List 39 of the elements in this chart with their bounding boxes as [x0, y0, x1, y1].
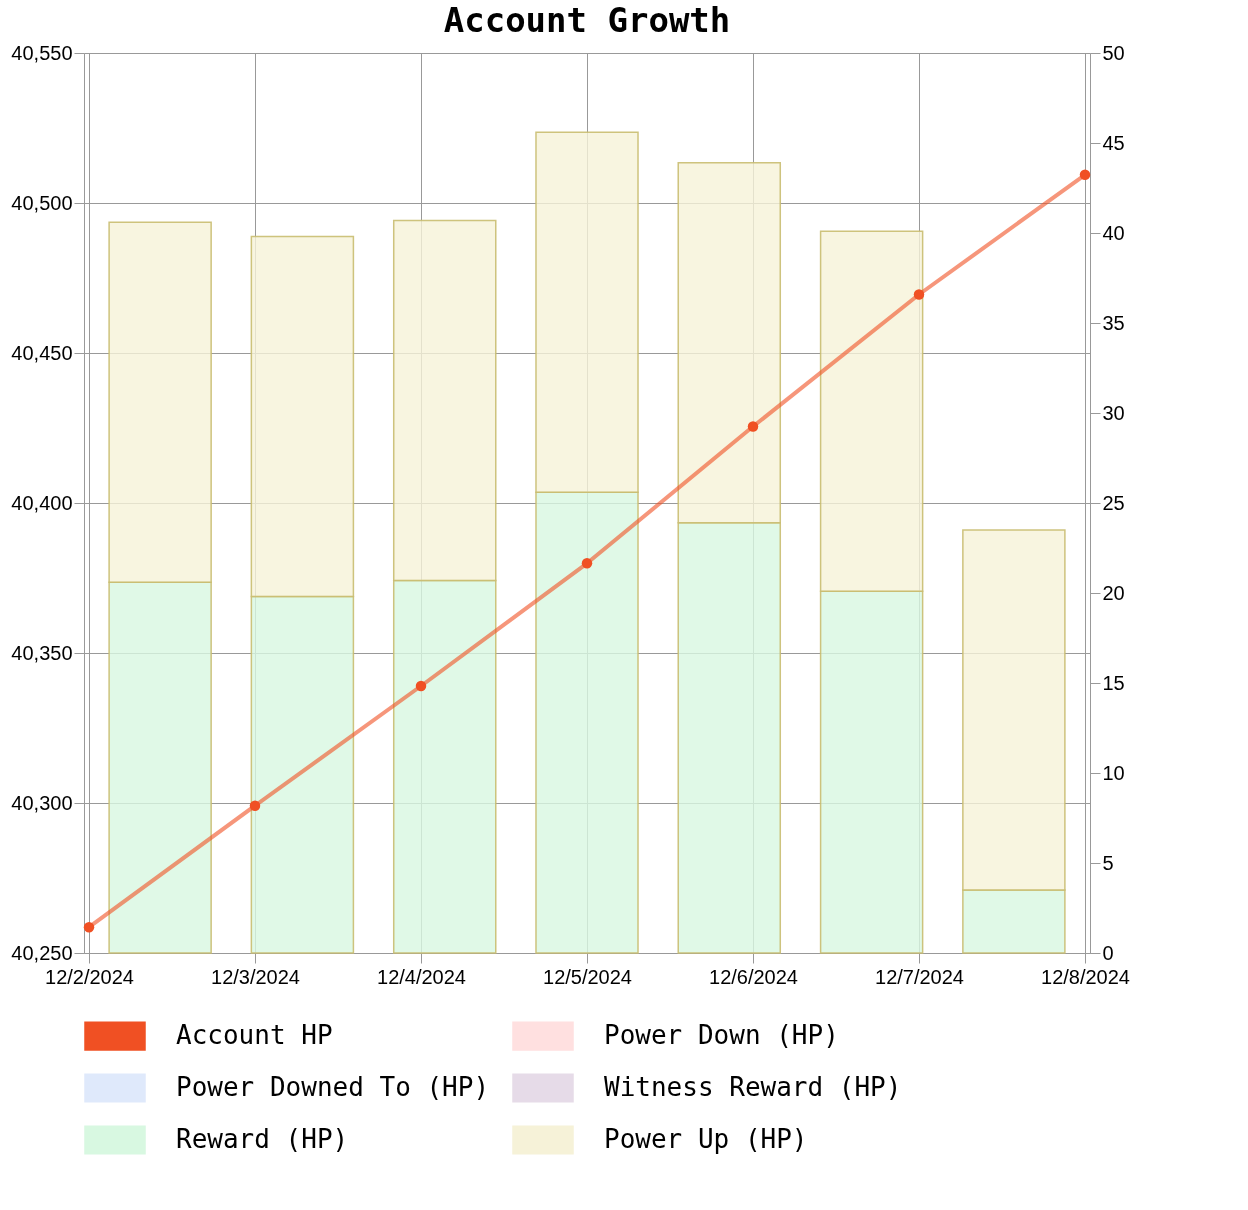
x-tick-label: 12/8/2024 — [1041, 965, 1130, 988]
legend-label: Account HP — [176, 1020, 333, 1051]
y2-tick-label: 30 — [1102, 401, 1125, 424]
y2-tick-label: 15 — [1102, 671, 1125, 694]
y2-tick-label: 0 — [1102, 941, 1114, 964]
y2-tick-label: 40 — [1102, 221, 1125, 244]
point — [83, 921, 95, 933]
x-tick-label: 12/2/2024 — [45, 965, 134, 988]
x-tick-label: 12/5/2024 — [543, 965, 632, 988]
y-tick-label: 40,400 — [11, 491, 73, 514]
y-tick-label: 40,250 — [11, 941, 73, 964]
point — [415, 680, 427, 692]
chart-title: Account Growth — [443, 0, 731, 40]
legend-label: Power Up (HP) — [604, 1124, 808, 1154]
legend-label: Power Down (HP) — [604, 1020, 839, 1051]
x-tick-label: 12/4/2024 — [377, 965, 466, 988]
y-tick-label: 40,500 — [11, 191, 73, 214]
x-tick-label: 12/7/2024 — [875, 965, 964, 988]
y2-tick-label: 10 — [1102, 761, 1125, 784]
point — [747, 421, 759, 432]
point — [1079, 169, 1091, 181]
legend-label: Reward (HP) — [176, 1124, 349, 1154]
y-tick-label: 40,300 — [11, 791, 73, 814]
y2-tick-label: 20 — [1102, 581, 1125, 604]
legend-label: Power Downed To (HP) — [176, 1072, 490, 1102]
y-tick-label: 40,350 — [11, 641, 73, 664]
y-tick-label: 40,550 — [11, 41, 73, 64]
x-tick-label: 12/3/2024 — [211, 965, 300, 988]
legend-label: Witness Reward (HP) — [604, 1072, 902, 1102]
y2-tick-label: 25 — [1102, 491, 1125, 514]
y2-tick-label: 45 — [1102, 131, 1125, 154]
y2-tick-label: 35 — [1102, 311, 1125, 334]
point — [249, 800, 261, 811]
point — [581, 558, 593, 569]
x-tick-label: 12/6/2024 — [709, 965, 798, 988]
point — [913, 289, 925, 300]
y2-tick-label: 5 — [1102, 851, 1114, 874]
y2-tick-label: 50 — [1102, 41, 1125, 64]
y-tick-label: 40,450 — [11, 341, 73, 364]
